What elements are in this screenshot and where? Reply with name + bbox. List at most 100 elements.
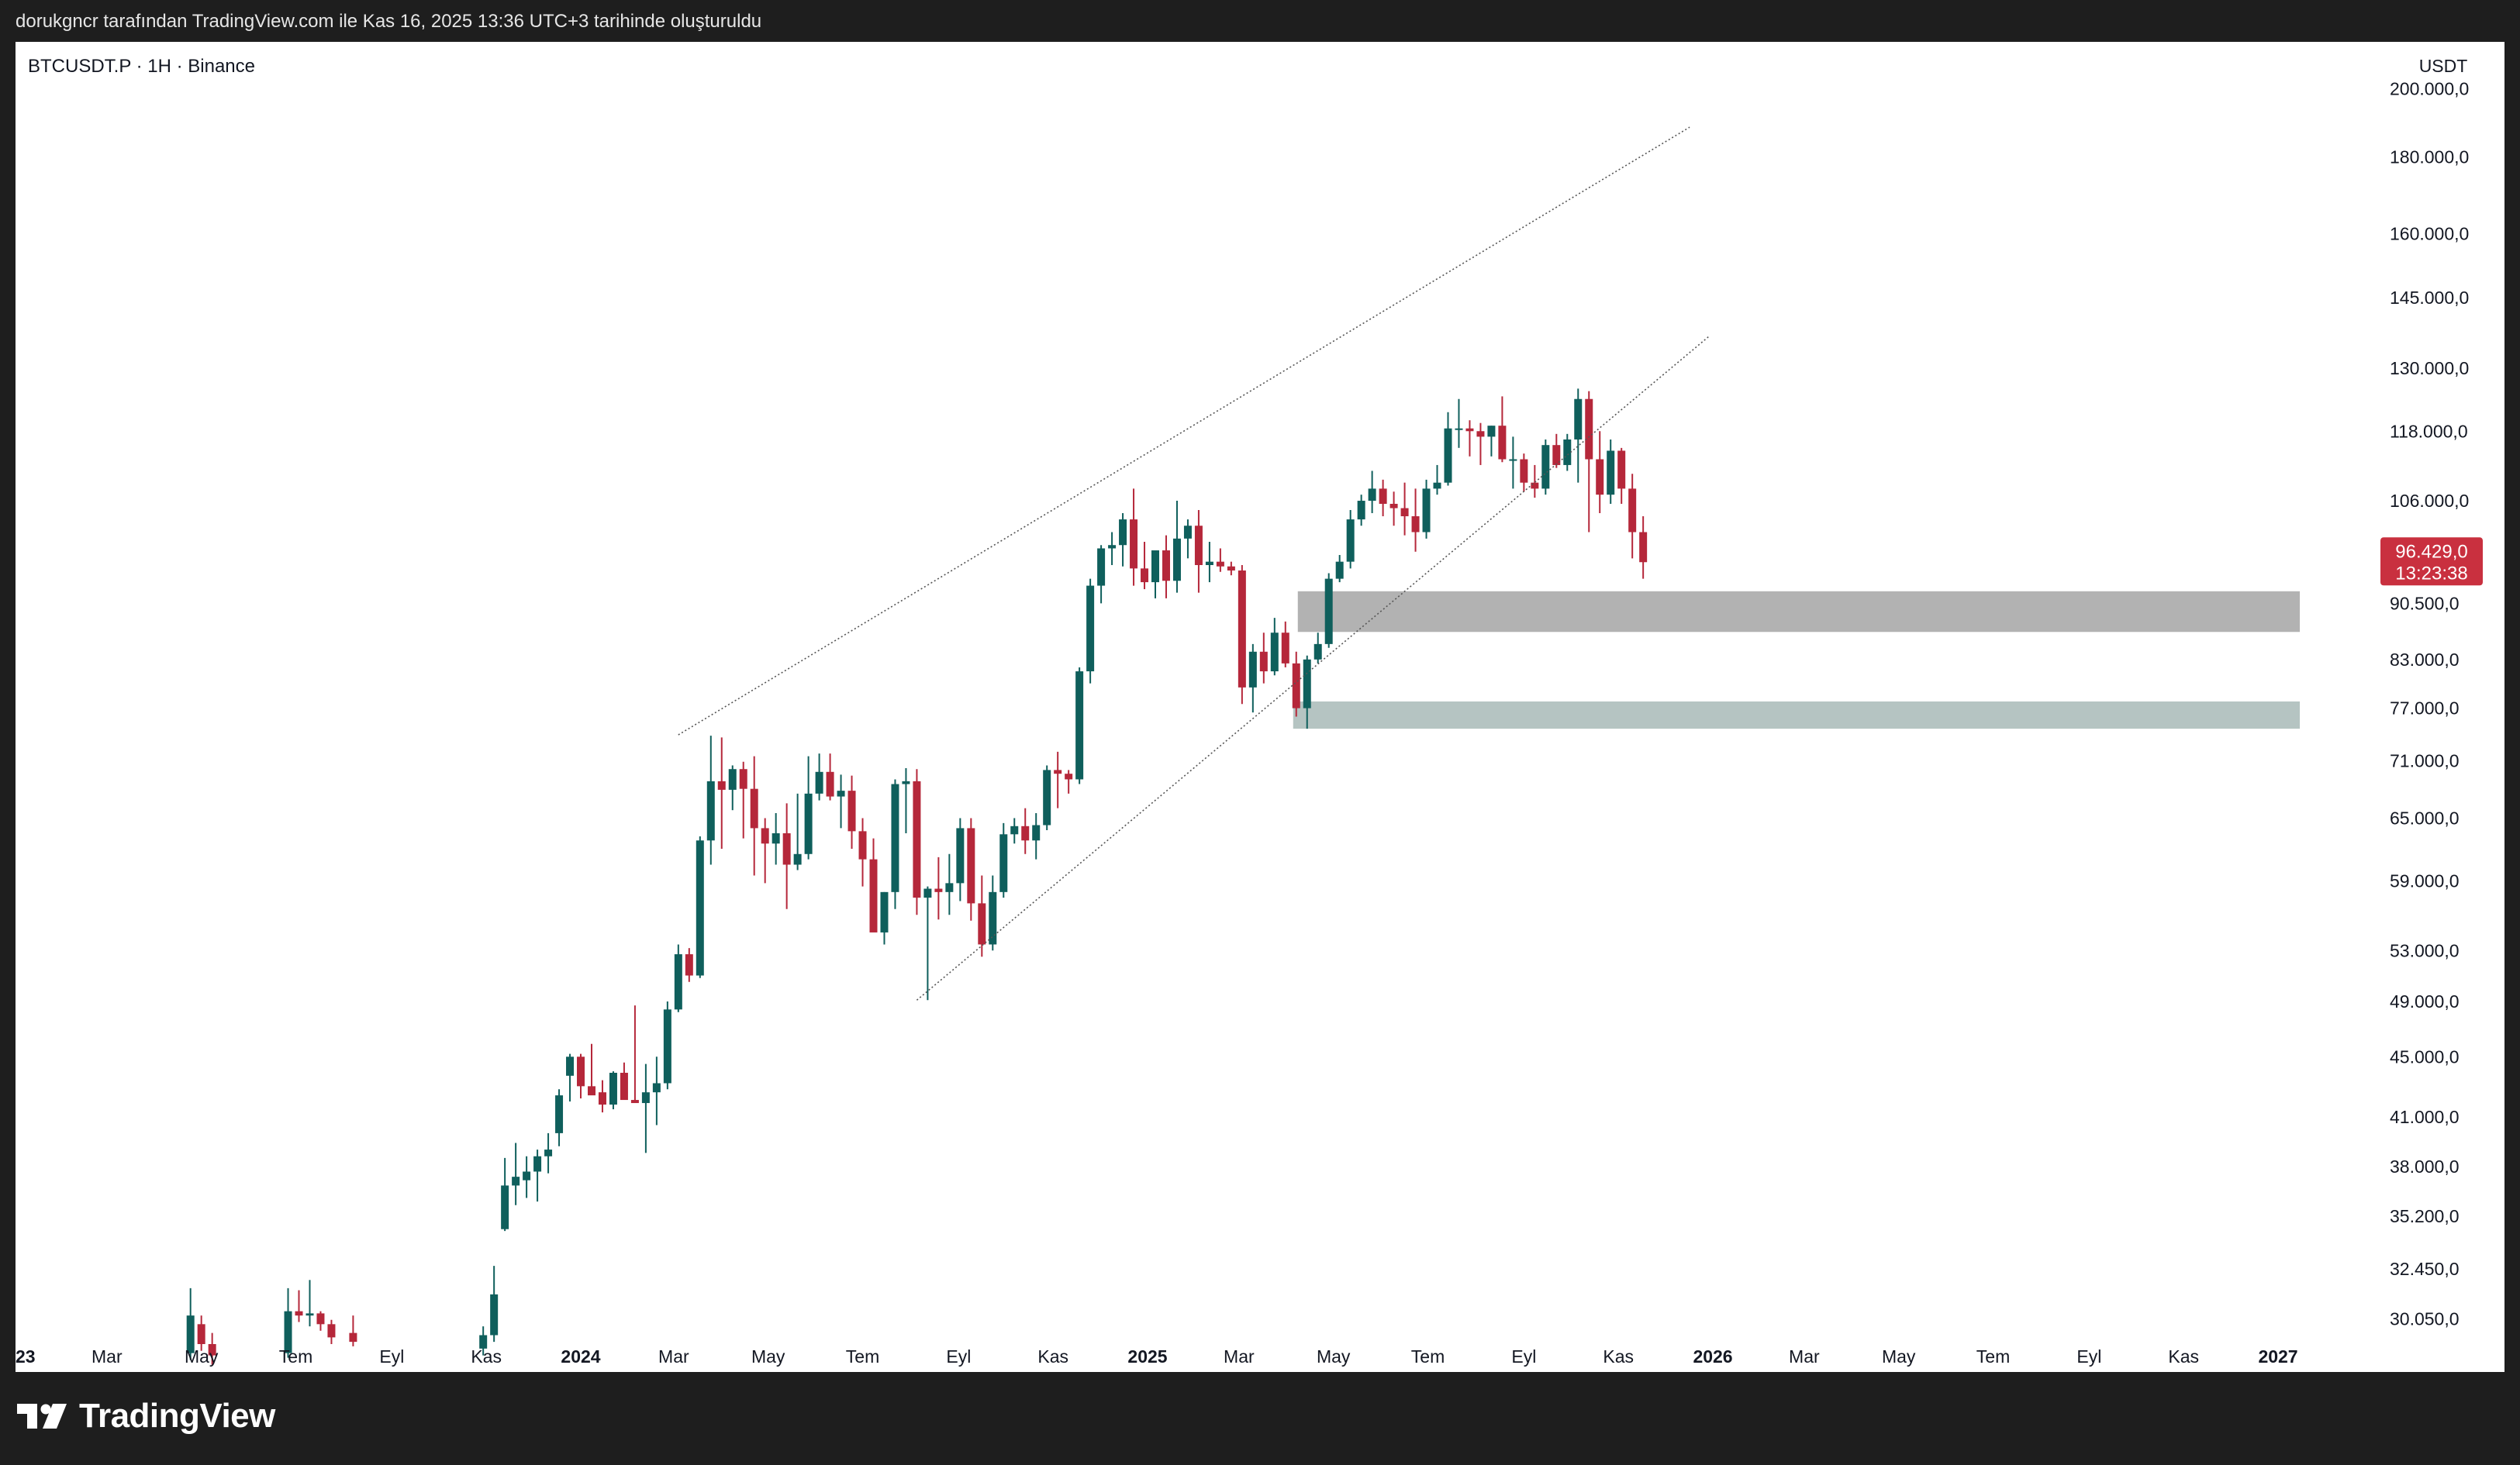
candle-body xyxy=(295,1311,303,1316)
currency-label[interactable]: USDT xyxy=(2418,56,2468,76)
candle xyxy=(696,836,704,978)
candle xyxy=(197,1315,205,1351)
candle xyxy=(1400,482,1409,536)
x-tick-label: Mar xyxy=(91,1346,123,1367)
attribution-text: dorukgncr tarafından TradingView.com ile… xyxy=(16,11,762,32)
candle xyxy=(663,1001,671,1090)
candle xyxy=(1520,453,1528,492)
candle-body xyxy=(1205,561,1213,565)
x-tick-label: 23 xyxy=(16,1346,36,1367)
candle xyxy=(1531,464,1539,498)
candlestick-chart[interactable]: 200.000,0 180.000,0 160.000,0 145.000,0 130.… xyxy=(16,42,2504,1372)
candle xyxy=(1119,512,1127,567)
x-tick-label: Mar xyxy=(658,1346,689,1367)
x-tick-label: Tem xyxy=(1411,1346,1445,1367)
candle xyxy=(858,818,867,887)
candle xyxy=(706,736,715,865)
candle-body xyxy=(1607,450,1615,495)
candle-body xyxy=(1130,519,1138,569)
candle xyxy=(891,779,899,909)
lower-channel-line xyxy=(916,335,1710,1001)
current-price-value: 96.429,0 xyxy=(2395,541,2467,562)
y-tick-label: 45.000,0 xyxy=(2390,1046,2460,1067)
candle xyxy=(1151,550,1160,598)
candle-body xyxy=(1574,398,1583,440)
lower-zone xyxy=(1293,701,2300,729)
candle xyxy=(609,1071,617,1110)
candle xyxy=(533,1150,542,1202)
candle xyxy=(1389,491,1398,526)
symbol-title[interactable]: BTCUSDT.P · 1H · Binance xyxy=(28,56,255,77)
x-tick-label: Mar xyxy=(1224,1346,1255,1367)
y-tick-label: 118.000,0 xyxy=(2390,421,2468,441)
candle xyxy=(1130,488,1138,586)
candle xyxy=(1607,439,1615,504)
candle-body xyxy=(1075,671,1084,780)
candle-body xyxy=(1389,503,1398,508)
candle-body xyxy=(1498,426,1507,460)
y-tick-label: 35.200,0 xyxy=(2390,1206,2460,1226)
candle-body xyxy=(815,771,823,794)
candle xyxy=(641,1063,650,1153)
y-tick-label: 65.000,0 xyxy=(2390,808,2460,828)
candle xyxy=(1183,519,1192,559)
current-price-tag: 96.429,013:23:38 xyxy=(2380,537,2483,586)
candle-body xyxy=(1270,633,1279,672)
candle-body xyxy=(1509,459,1517,461)
candle-body xyxy=(652,1083,661,1093)
candle xyxy=(306,1280,314,1327)
candle xyxy=(1563,433,1572,471)
tradingview-logo[interactable]: TradingView xyxy=(17,1397,275,1436)
candle xyxy=(1585,391,1593,533)
y-tick-label: 38.000,0 xyxy=(2390,1156,2460,1177)
candle xyxy=(967,818,975,921)
candle xyxy=(1086,578,1095,684)
candle xyxy=(1141,542,1149,590)
candle xyxy=(1476,422,1485,465)
x-tick-label: 2024 xyxy=(561,1346,600,1367)
candle-body xyxy=(501,1185,509,1229)
candle-body xyxy=(349,1332,357,1343)
candle xyxy=(913,769,921,915)
candle xyxy=(902,768,910,833)
candle-body xyxy=(945,883,954,892)
candle xyxy=(501,1157,509,1232)
candle-body xyxy=(685,954,693,976)
candle-body xyxy=(902,781,910,784)
candle-body xyxy=(1054,770,1062,774)
candle-body xyxy=(1032,825,1041,841)
candle-body xyxy=(1596,459,1604,495)
candle xyxy=(1639,516,1648,579)
candle-body xyxy=(1065,774,1073,780)
candle xyxy=(566,1053,575,1102)
candle xyxy=(1574,388,1583,483)
chart-panel[interactable]: 200.000,0 180.000,0 160.000,0 145.000,0 130.… xyxy=(16,42,2504,1372)
candle-body xyxy=(1531,482,1539,489)
candle-body xyxy=(782,832,791,865)
candle-body xyxy=(1639,532,1648,563)
x-tick-label: Eyl xyxy=(2076,1346,2101,1367)
candle-body xyxy=(739,769,747,789)
candle xyxy=(1162,535,1170,598)
candle xyxy=(772,813,780,865)
x-tick-label: May xyxy=(1317,1346,1351,1367)
candle xyxy=(1032,813,1041,860)
y-tick-label: 53.000,0 xyxy=(2390,940,2460,960)
y-tick-label: 30.050,0 xyxy=(2390,1308,2460,1329)
candle xyxy=(1335,555,1344,583)
y-tick-label: 71.000,0 xyxy=(2390,751,2460,771)
y-tick-label: 90.500,0 xyxy=(2390,593,2460,613)
candle-body xyxy=(1357,501,1365,520)
candle xyxy=(739,761,747,839)
candle xyxy=(1097,545,1106,604)
candle-body xyxy=(1465,428,1474,432)
y-tick-label: 83.000,0 xyxy=(2390,650,2460,670)
candle xyxy=(674,944,682,1012)
current-price-box xyxy=(2380,537,2483,586)
x-tick-label: 2025 xyxy=(1127,1346,1167,1367)
candle xyxy=(1411,488,1420,552)
candle xyxy=(1108,532,1117,565)
attribution-bar: dorukgncr tarafından TradingView.com ile… xyxy=(0,0,2520,42)
candle xyxy=(1227,561,1235,576)
tradingview-logo-text: TradingView xyxy=(79,1397,275,1435)
